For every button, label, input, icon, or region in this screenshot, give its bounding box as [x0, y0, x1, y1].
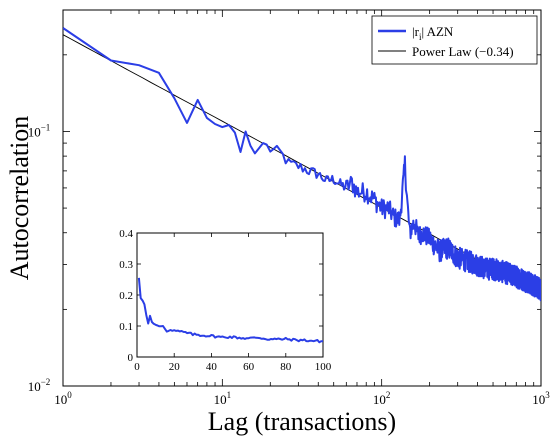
inset-x-tick-label: 80 — [280, 361, 292, 373]
legend-entry-label: |ri| AZN — [412, 24, 454, 42]
legend-entry-label: Power Law (−0.34) — [412, 44, 514, 59]
y-axis-label: Autocorrelation — [5, 116, 34, 281]
inset-y-tick-label: 0 — [128, 352, 134, 364]
inset-x-tick-label: 20 — [169, 361, 181, 373]
inset-y-tick-label: 0.2 — [119, 290, 133, 302]
inset-x-tick-label: 40 — [206, 361, 218, 373]
inset-x-tick-label: 60 — [243, 361, 255, 373]
y-tick-label: 10−1 — [28, 122, 51, 139]
x-tick-label: 102 — [373, 390, 391, 407]
main-series — [63, 27, 541, 302]
x-tick-label: 100 — [54, 390, 72, 407]
x-axis-label: Lag (transactions) — [208, 407, 396, 436]
inset-y-tick-label: 0.1 — [119, 321, 133, 333]
autocorrelation-series-line — [63, 27, 541, 302]
main-axis-ticks — [62, 9, 541, 387]
inset-y-tick-label: 0.4 — [119, 228, 133, 240]
inset-tick-labels: 0 20 40 60 80 100 0 0.1 0.2 0.3 0.4 — [119, 228, 332, 373]
inset-x-tick-label: 100 — [315, 361, 332, 373]
inset-series-line — [137, 277, 324, 344]
inset-series — [137, 277, 324, 344]
x-tick-label: 103 — [532, 390, 550, 407]
x-tick-label: 101 — [214, 390, 232, 407]
inset-plot: 0 20 40 60 80 100 0 0.1 0.2 0.3 0.4 — [119, 228, 332, 373]
inset-y-tick-label: 0.3 — [119, 259, 133, 271]
y-tick-label: 10−2 — [28, 377, 51, 394]
legend-box — [371, 15, 538, 65]
main-tick-labels: 100 101 102 103 10−2 10−1 — [28, 122, 551, 407]
inset-x-tick-label: 0 — [134, 361, 140, 373]
legend: |ri| AZN Power Law (−0.34) — [371, 15, 538, 65]
